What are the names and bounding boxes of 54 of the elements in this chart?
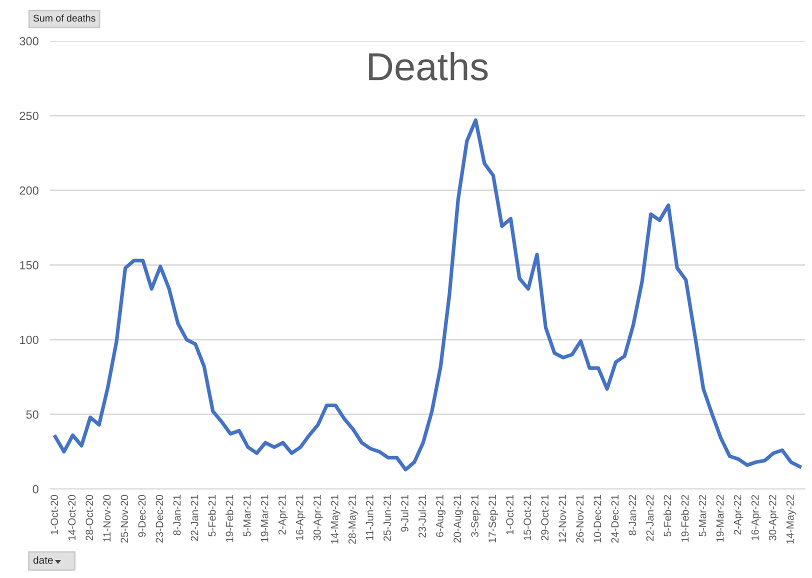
- x-tick-label: 16-Apr-21: [296, 495, 306, 540]
- y-tick-label: 150: [20, 261, 38, 270]
- x-tick-label: 1-Oct-20: [50, 494, 58, 534]
- x-tick-label: 5-Feb-22: [664, 495, 672, 536]
- y-tick-label: 0: [32, 485, 38, 494]
- x-tick-label: 14-Oct-20: [68, 494, 76, 540]
- x-tick-label: 24-Dec-21: [611, 495, 619, 543]
- x-tick-label: 14-May-22: [786, 495, 796, 544]
- x-tick-label: 17-Sep-21: [488, 495, 498, 542]
- x-tick-label: 25-Nov-20: [120, 494, 128, 543]
- x-tick-label: 6-Aug-21: [436, 495, 446, 537]
- x-tick-label: 29-Oct-21: [541, 495, 549, 540]
- x-tick-label: 19-Mar-22: [716, 495, 724, 542]
- x-tick-label: 5-Mar-22: [698, 495, 706, 536]
- y-tick-label: 50: [26, 410, 38, 419]
- x-tick-label: 19-Feb-21: [226, 495, 234, 542]
- line-series: [53, 118, 802, 472]
- x-tick-label: 11-Jun-21: [366, 495, 374, 540]
- x-tick-label: 12-Nov-21: [558, 495, 566, 542]
- x-tick-label: 3-Sep-21: [471, 495, 481, 538]
- x-tick-label: 9-Dec-20: [138, 494, 146, 537]
- x-tick-label: 30-Apr-22: [768, 495, 778, 540]
- x-tick-label: 8-Jan-22: [628, 495, 636, 536]
- x-tick-label: 2-Apr-22: [734, 495, 744, 535]
- y-tick-label: 300: [20, 37, 38, 46]
- x-tick-label: 14-May-21: [330, 495, 340, 544]
- x-tick-label: 16-Apr-22: [751, 495, 761, 540]
- x-tick-label: 20-Aug-21: [454, 495, 464, 543]
- x-tick-label: 25-Jun-21: [384, 495, 391, 541]
- x-tick-label: 23-Jul-21: [418, 495, 426, 538]
- x-tick-label: 28-May-21: [348, 495, 358, 544]
- x-tick-label: 8-Jan-21: [173, 495, 181, 536]
- y-axis-title: Sum of deaths: [33, 14, 96, 22]
- x-tick-label: 11-Nov-20: [103, 494, 111, 542]
- x-tick-label: 9-Jul-21: [400, 495, 408, 532]
- x-tick-label: 2-Apr-21: [278, 495, 288, 535]
- x-tick-label: 26-Nov-21: [576, 495, 584, 543]
- x-tick-label: 15-Oct-21: [524, 495, 532, 540]
- x-tick-label: 19-Mar-21: [260, 495, 268, 542]
- x-tick-label: 30-Apr-21: [313, 495, 323, 540]
- x-tick-label: 5-Mar-21: [243, 495, 251, 536]
- x-axis-title: date: [33, 556, 53, 564]
- x-tick-label: 1-Oct-21: [506, 495, 514, 534]
- chart-title: Deaths: [369, 52, 488, 81]
- y-tick-label: 200: [20, 186, 38, 195]
- x-tick-label: 23-Dec-20: [156, 494, 164, 543]
- y-tick-label: 250: [20, 112, 38, 120]
- x-tick-label: 22-Jan-22: [646, 495, 654, 541]
- x-tick-label: 28-Oct-20: [86, 494, 94, 540]
- y-tick-label: 100: [20, 336, 38, 344]
- x-tick-label: 10-Dec-21: [594, 495, 602, 542]
- x-tick-label: 19-Feb-22: [681, 495, 689, 542]
- x-tick-label: 22-Jan-21: [190, 495, 198, 541]
- x-tick-label: 5-Feb-21: [208, 495, 216, 536]
